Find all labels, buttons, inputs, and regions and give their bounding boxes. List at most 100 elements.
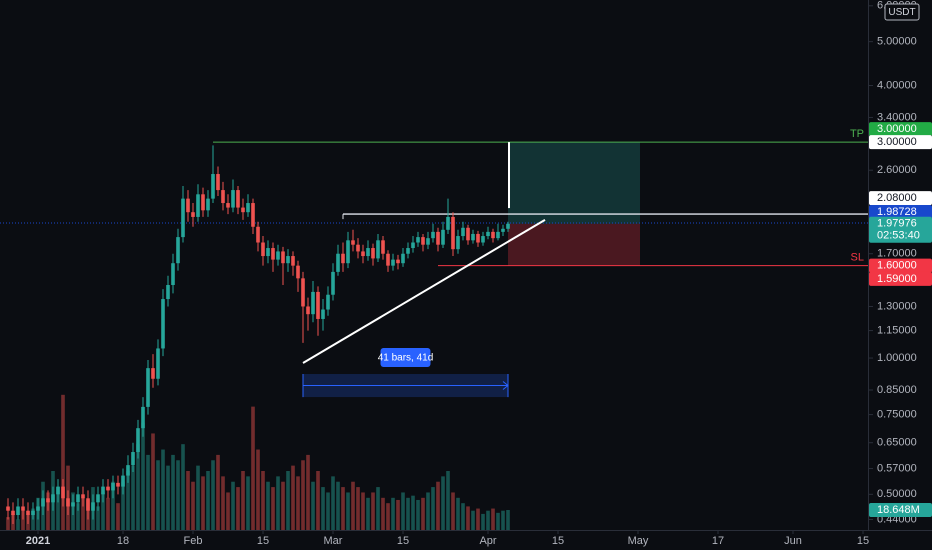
volume-bar [431,487,435,530]
price-label-box [869,258,932,273]
y-tick-label: 1.00000 [877,352,917,364]
candle-body [371,248,375,259]
candle-body [501,228,505,232]
volume-bar [326,492,330,530]
x-tick-label: Feb [184,535,203,547]
candle-body [176,237,180,264]
candle-body [191,212,195,217]
y-tick-label: 0.50000 [877,488,917,500]
candle-body [261,242,265,257]
candle-body [251,203,255,227]
y-tick-label: 0.75000 [877,409,917,421]
date-range-label-box [380,348,431,368]
candle-body [126,465,130,476]
volume-bar [476,508,480,530]
sl-label: SL [851,252,864,264]
currency-label: USDT [888,7,915,18]
volume-bar [441,476,445,530]
volume-bar [241,470,245,530]
candle-body [451,216,455,250]
candle-body [56,486,60,495]
candle-body [396,259,400,264]
candle-body [426,238,430,245]
candle-body [356,244,360,252]
candle-body [246,203,250,213]
candle-body [66,498,70,507]
volume-bar [391,497,395,530]
candle-body [281,251,285,264]
candle-body [366,248,370,257]
position-loss-zone [508,223,640,266]
volume-bar [166,465,170,530]
price-label-box [869,216,932,243]
x-tick-label: 15 [857,535,869,547]
candle-body [476,233,480,243]
candle-body [36,506,40,511]
price-label-box [869,205,932,220]
candle-body [96,494,100,503]
volume-bar [21,510,25,530]
volume-bar [426,492,430,530]
candle-body [131,452,135,466]
trend-line [302,218,546,364]
volume-bar [481,513,485,530]
volume-bar [81,497,85,530]
price-label: 1.59000 [877,273,917,285]
volume-bar [236,487,240,530]
candle-body [471,233,475,241]
volume-bar [231,481,235,530]
candle-body [436,231,440,245]
candle-body [51,494,55,503]
candle-body [446,216,450,230]
x-tick-label: 18 [117,535,129,547]
volume-bar [336,481,340,530]
x-tick-label: 2021 [26,535,50,547]
volume-bar [311,481,315,530]
volume-bar [141,422,145,530]
volume-bar [156,460,160,530]
volume-bar [361,492,365,530]
y-tick-label: 5.00000 [877,36,917,48]
volume-bar [251,406,255,530]
candle-body [151,368,155,379]
volume-bar [471,510,475,530]
candle-body [311,291,315,315]
volume-bar [186,470,190,530]
volume-bar [96,506,100,530]
volume-bar [161,449,165,530]
volume-bar [386,503,390,530]
volume-bar [446,470,450,530]
volume-bar [281,481,285,530]
candle-body [86,498,90,511]
candle-body [341,253,345,264]
candle-body [456,236,460,250]
volume-bar [376,487,380,530]
candle-body [496,231,500,239]
currency-box [884,3,920,21]
volume-bar [6,517,10,530]
volume-bar [506,509,510,530]
candle-body [171,263,175,286]
candle-body [381,240,385,254]
candle-body [336,253,340,272]
candle-body [326,294,330,310]
volume-bar [461,503,465,530]
candle-body [91,502,95,511]
candle-body [221,190,225,204]
candle-body [406,248,410,254]
position-profit-zone [508,142,640,224]
volume-bar [181,444,185,530]
volume-bar [371,492,375,530]
x-tick-label: Apr [479,535,496,547]
candle-body [421,237,425,245]
candle-body [271,248,275,260]
candle-body [71,502,75,507]
volume-bar [271,487,275,530]
volume-bar [316,470,320,530]
y-tick-label: 0.85000 [877,384,917,396]
candle-body [481,236,485,243]
candle-body [156,348,160,379]
candle-body [196,194,200,217]
candle-body [31,510,35,516]
